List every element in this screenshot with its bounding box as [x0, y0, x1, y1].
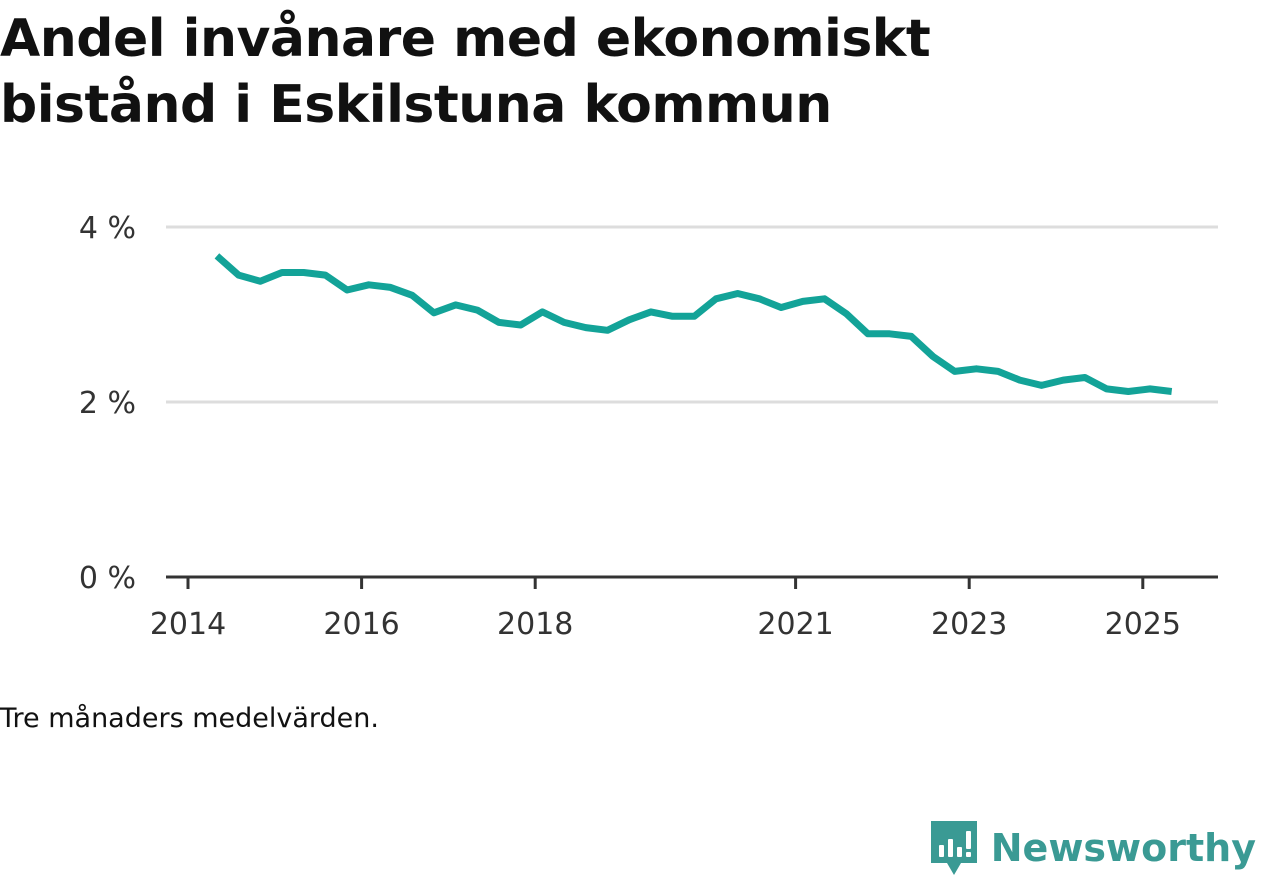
brand-logo[interactable]: Newsworthy	[929, 819, 1256, 877]
x-tick-label: 2018	[497, 607, 573, 642]
x-tick-label: 2016	[323, 607, 399, 642]
footnote: Tre månaders medelvärden.	[0, 703, 379, 734]
brand-name: Newsworthy	[990, 826, 1256, 870]
newsworthy-logo-icon	[930, 821, 977, 875]
x-axis-labels: 2014 2016 2018 2021 2023 2025	[150, 607, 1181, 642]
y-tick-label: 0 %	[79, 561, 136, 596]
x-tick-label: 2021	[757, 607, 833, 642]
chart-title: Andel invånare med ekonomiskt bistånd i …	[0, 9, 931, 135]
series-line	[214, 253, 1173, 395]
x-tick-label: 2014	[150, 607, 226, 642]
x-tick-label: 2025	[1105, 607, 1181, 642]
y-axis-labels: 0 % 2 % 4 %	[79, 211, 136, 596]
y-tick-label: 2 %	[79, 386, 136, 421]
x-axis	[166, 575, 1218, 589]
y-tick-label: 4 %	[79, 211, 136, 246]
x-tick-label: 2023	[931, 607, 1007, 642]
line-chart: 0 % 2 % 4 % 2014 2016 2018 2021 2023 2025	[79, 211, 1218, 642]
series-layer	[214, 253, 1173, 395]
gridlines	[166, 225, 1218, 404]
